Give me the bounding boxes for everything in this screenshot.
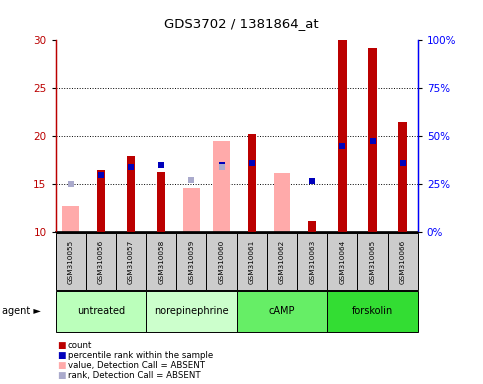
FancyBboxPatch shape (237, 233, 267, 290)
Text: count: count (68, 341, 92, 350)
Text: GSM310063: GSM310063 (309, 239, 315, 284)
Text: ■: ■ (57, 361, 66, 370)
Text: cAMP: cAMP (269, 306, 295, 316)
Bar (183, 188, 199, 232)
Text: GSM310055: GSM310055 (68, 239, 73, 284)
FancyBboxPatch shape (146, 233, 176, 290)
Text: GDS3702 / 1381864_at: GDS3702 / 1381864_at (164, 17, 319, 30)
Text: GSM310064: GSM310064 (340, 239, 345, 284)
Bar (157, 172, 165, 232)
FancyBboxPatch shape (176, 233, 207, 290)
Text: ■: ■ (57, 341, 66, 350)
Bar (97, 170, 105, 232)
FancyBboxPatch shape (207, 233, 237, 290)
FancyBboxPatch shape (357, 233, 388, 290)
Bar (338, 40, 347, 232)
Text: GSM310061: GSM310061 (249, 239, 255, 284)
Text: GSM310058: GSM310058 (158, 239, 164, 284)
FancyBboxPatch shape (56, 291, 146, 332)
Bar (247, 134, 256, 232)
Bar (308, 221, 316, 232)
Bar (127, 156, 135, 232)
FancyBboxPatch shape (267, 233, 297, 290)
Text: GSM310065: GSM310065 (369, 239, 375, 284)
Text: norepinephrine: norepinephrine (154, 306, 229, 316)
Bar (398, 122, 407, 232)
FancyBboxPatch shape (327, 233, 357, 290)
Text: agent ►: agent ► (2, 306, 41, 316)
Text: forskolin: forskolin (352, 306, 393, 316)
Text: GSM310056: GSM310056 (98, 239, 104, 284)
Text: ■: ■ (57, 351, 66, 360)
Text: untreated: untreated (77, 306, 125, 316)
Bar (369, 48, 377, 232)
Bar (62, 207, 79, 232)
Text: value, Detection Call = ABSENT: value, Detection Call = ABSENT (68, 361, 205, 370)
Bar (213, 141, 230, 232)
Text: ■: ■ (57, 371, 66, 380)
FancyBboxPatch shape (297, 233, 327, 290)
Bar (274, 173, 290, 232)
FancyBboxPatch shape (86, 233, 116, 290)
FancyBboxPatch shape (327, 291, 418, 332)
FancyBboxPatch shape (56, 233, 86, 290)
Text: rank, Detection Call = ABSENT: rank, Detection Call = ABSENT (68, 371, 200, 380)
FancyBboxPatch shape (388, 233, 418, 290)
Text: GSM310062: GSM310062 (279, 239, 285, 284)
Text: GSM310057: GSM310057 (128, 239, 134, 284)
FancyBboxPatch shape (116, 233, 146, 290)
Text: percentile rank within the sample: percentile rank within the sample (68, 351, 213, 360)
FancyBboxPatch shape (146, 291, 237, 332)
Text: GSM310066: GSM310066 (400, 239, 406, 284)
Text: GSM310059: GSM310059 (188, 239, 194, 284)
Text: GSM310060: GSM310060 (219, 239, 225, 284)
FancyBboxPatch shape (237, 291, 327, 332)
